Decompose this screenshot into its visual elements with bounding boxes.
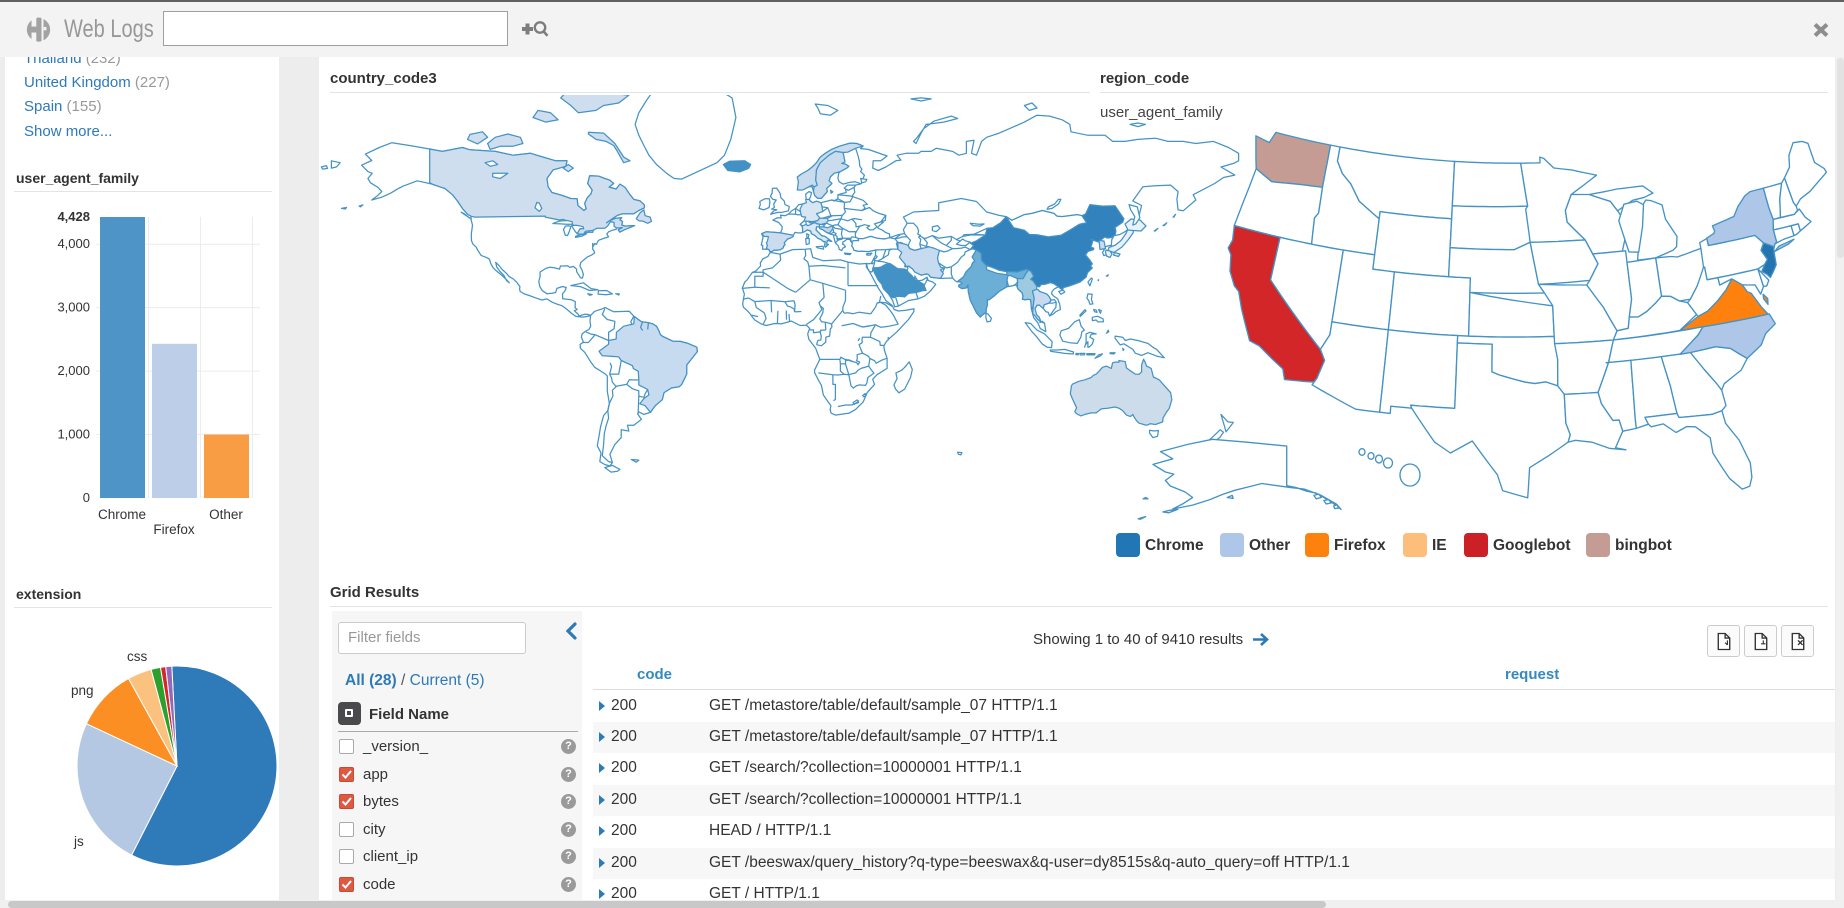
svg-text:2,000: 2,000	[57, 363, 90, 378]
svg-text:3,000: 3,000	[57, 300, 90, 315]
svg-text:1,000: 1,000	[57, 427, 90, 442]
svg-text:4,000: 4,000	[57, 236, 90, 251]
svg-text:js: js	[73, 834, 84, 849]
svg-text:png: png	[71, 683, 94, 698]
svg-text:4,428: 4,428	[57, 209, 90, 224]
svg-text:Firefox: Firefox	[153, 522, 195, 537]
svg-text:Chrome: Chrome	[98, 507, 146, 522]
svg-text:Other: Other	[209, 507, 243, 522]
svg-text:0: 0	[83, 490, 90, 505]
svg-text:css: css	[127, 649, 148, 664]
